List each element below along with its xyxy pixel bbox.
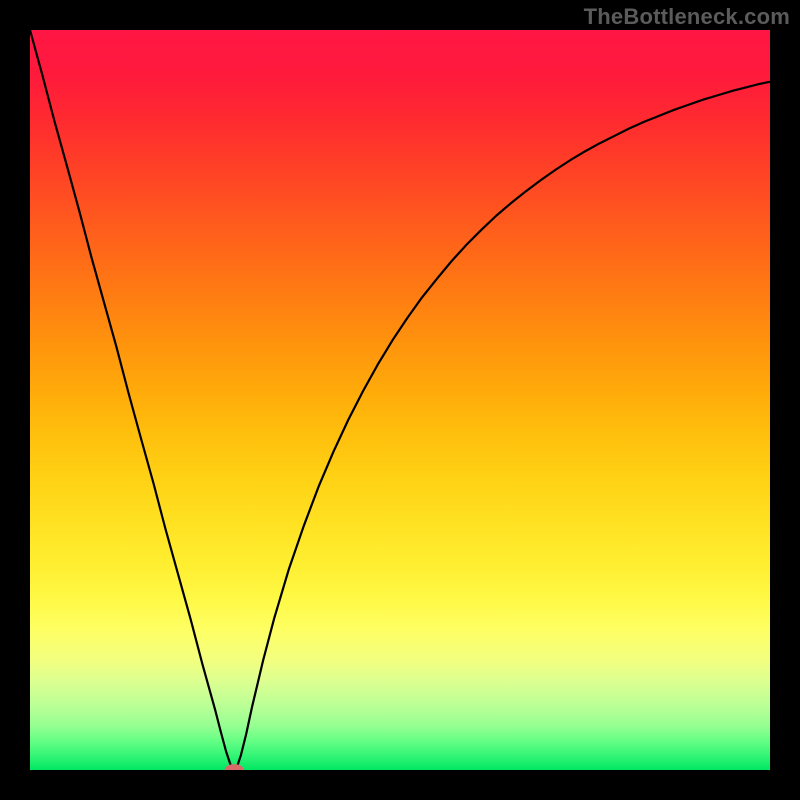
optimal-point-marker (225, 764, 244, 770)
watermark-text: TheBottleneck.com (584, 4, 790, 30)
bottleneck-curve (30, 30, 770, 770)
plot-area (30, 30, 770, 770)
plot-svg (30, 30, 770, 770)
